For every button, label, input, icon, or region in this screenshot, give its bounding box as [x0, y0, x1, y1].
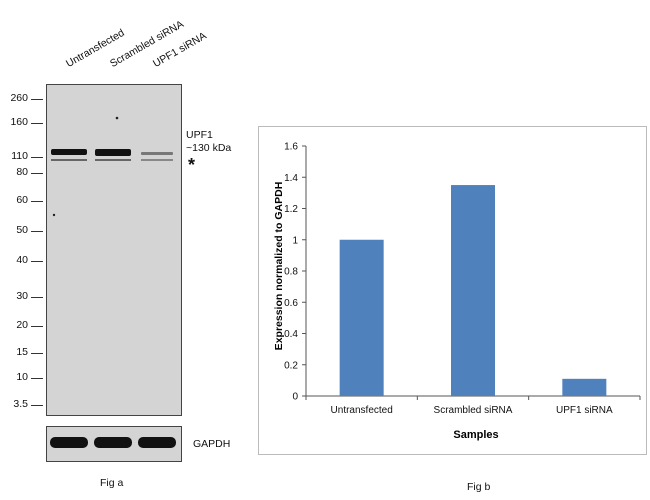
mw-label-60: 60	[16, 194, 28, 206]
mw-label-260: 260	[10, 92, 28, 104]
y-tick-label: 0.8	[284, 267, 298, 278]
nonspecific-band	[95, 159, 131, 161]
bar	[562, 378, 607, 396]
mw-tick	[31, 261, 43, 262]
y-tick-label: 1.2	[284, 204, 298, 215]
mw-tick	[31, 201, 43, 202]
band-untransfected	[51, 149, 87, 155]
y-axis-label: Expression normalized to GAPDH	[273, 182, 285, 351]
nonspecific-asterisk: *	[188, 155, 196, 175]
mw-tick	[31, 326, 43, 327]
mw-tick	[31, 405, 43, 406]
western-blot-membrane	[46, 84, 182, 416]
mw-label-50: 50	[16, 224, 28, 236]
mw-label-110: 110	[11, 150, 28, 162]
mw-label-10: 10	[16, 371, 28, 383]
mw-tick	[31, 353, 43, 354]
nonspecific-band	[141, 159, 173, 161]
bar	[339, 239, 384, 396]
mw-label-3-5: 3.5	[13, 398, 28, 410]
y-tick-label: 1.6	[284, 142, 298, 153]
gapdh-bands	[50, 437, 176, 448]
mw-tick	[31, 173, 43, 174]
category-label: Scrambled siRNA	[434, 405, 513, 416]
nonspecific-band	[51, 159, 87, 161]
band-scrambled	[95, 149, 131, 156]
chart-categories: Untransfected Scrambled siRNA UPF1 siRNA	[331, 405, 613, 416]
blot-bands	[51, 116, 173, 217]
fig-b-caption: Fig b	[467, 481, 491, 493]
bar	[451, 185, 495, 396]
x-axis-label: Samples	[453, 429, 498, 441]
fig-a-caption: Fig a	[100, 477, 124, 489]
band-label-size: ~130 kDa	[186, 142, 232, 154]
band-label-upf1: UPF1	[186, 129, 213, 141]
y-tick-label: 0.4	[284, 329, 298, 340]
mw-label-20: 20	[16, 319, 28, 331]
y-tick-label: 0	[292, 392, 298, 403]
chart-ticks: 0 0.2 0.4 0.6 0.8 1 1.2 1.4 1.6	[284, 142, 641, 403]
y-tick-label: 1.4	[284, 173, 298, 184]
y-tick-label: 0.2	[284, 360, 298, 371]
gapdh-band	[94, 437, 132, 448]
mw-tick	[31, 297, 43, 298]
blot-speck	[52, 213, 56, 217]
mw-tick	[31, 123, 43, 124]
gapdh-band	[138, 437, 176, 448]
gapdh-band	[50, 437, 88, 448]
category-label: Untransfected	[331, 405, 393, 416]
y-tick-label: 0.6	[284, 298, 298, 309]
mw-label-40: 40	[16, 254, 28, 266]
mw-label-80: 80	[16, 166, 28, 178]
mw-tick	[31, 378, 43, 379]
y-tick-label: 1	[292, 235, 298, 246]
bar-chart: 0 0.2 0.4 0.6 0.8 1 1.2 1.4 1.6 Untransfected Scr…	[258, 126, 647, 455]
band-upf1-sirna	[141, 152, 173, 155]
mw-label-30: 30	[16, 290, 28, 302]
mw-label-15: 15	[16, 346, 28, 358]
mw-tick	[31, 231, 43, 232]
mw-label-160: 160	[10, 116, 28, 128]
blot-speck	[115, 116, 119, 120]
mw-tick	[31, 157, 43, 158]
loading-control-label: GAPDH	[193, 438, 231, 450]
mw-tick	[31, 99, 43, 100]
category-label: UPF1 siRNA	[556, 405, 613, 416]
gapdh-blot	[46, 426, 182, 462]
chart-bars	[339, 185, 607, 396]
